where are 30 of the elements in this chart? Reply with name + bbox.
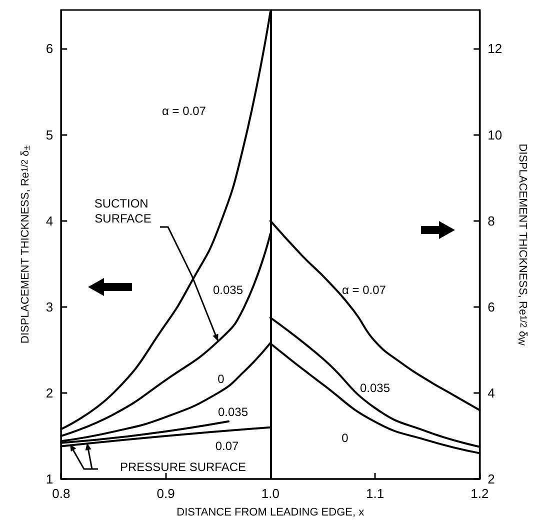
y-tick-label: 6 <box>46 41 54 56</box>
annotation: 0.035 <box>218 405 248 419</box>
annotation: SUCTION SURFACE <box>94 196 152 226</box>
x-tick-label: 1.2 <box>470 486 489 501</box>
annotation: PRESSURE SURFACE <box>120 460 246 474</box>
y2-tick-label: 6 <box>488 299 495 314</box>
annotation: 0 <box>342 431 349 445</box>
y2-tick-label: 10 <box>488 127 502 142</box>
annotation: 0 <box>218 372 225 386</box>
annotation: 0.035 <box>212 283 244 297</box>
y2-axis-title: DISPLACEMENT THICKNESS, Re1/2 δW <box>516 144 528 346</box>
x-tick-label: 1.1 <box>366 486 384 501</box>
y-tick-label: 1 <box>46 472 54 486</box>
annotation: 0.07 <box>215 439 239 453</box>
x-tick-label: 0.9 <box>156 486 175 501</box>
y-axis-title: DISPLACEMENT THICKNESS, Re1/2 δ± <box>20 145 32 344</box>
y-tick-label: 4 <box>46 213 54 228</box>
annotation: 0.035 <box>360 381 390 395</box>
annotation: α = 0.07 <box>162 104 206 118</box>
y2-tick-label: 4 <box>488 385 495 400</box>
x-tick-label: 1.0 <box>261 486 280 501</box>
y-tick-label: 3 <box>46 299 54 314</box>
y2-tick-label: 12 <box>488 41 502 56</box>
annotation: α = 0.07 <box>342 283 386 297</box>
x-axis-title: DISTANCE FROM LEADING EDGE, x <box>176 506 365 518</box>
y-tick-label: 5 <box>46 127 54 142</box>
y-tick-label: 2 <box>46 385 54 400</box>
y2-tick-label: 2 <box>488 472 495 486</box>
x-tick-label: 0.8 <box>52 486 70 501</box>
y2-tick-label: 8 <box>488 213 495 228</box>
